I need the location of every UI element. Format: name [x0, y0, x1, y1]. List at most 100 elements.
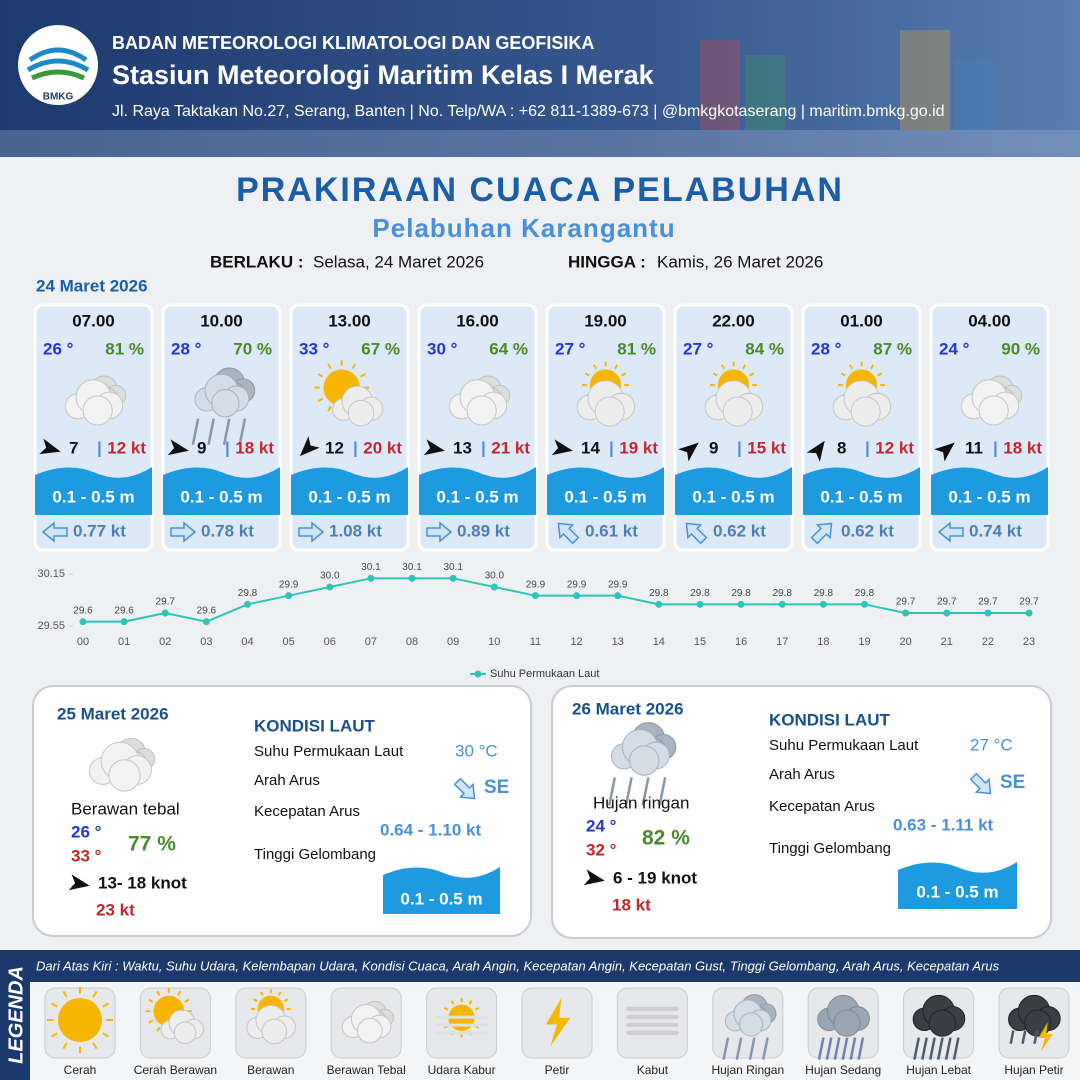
- slot-current: 0.62 kt: [713, 521, 766, 540]
- x-tick-label: 19: [858, 636, 870, 648]
- sun-ray: [450, 1000, 455, 1005]
- sun-ray: [62, 990, 68, 998]
- slot-temp: 27 °: [683, 339, 714, 358]
- sea-wave-height: 0.1 - 0.5 m: [916, 882, 998, 901]
- slot-wave: [931, 467, 1048, 515]
- rain: [1021, 1030, 1027, 1045]
- wind-arrow: [806, 440, 825, 462]
- fog: [626, 1006, 679, 1012]
- slot-current: 0.61 kt: [585, 521, 638, 540]
- x-tick-label: 23: [1023, 636, 1035, 648]
- header-decor: [0, 30, 1080, 157]
- slot-temp: 27 °: [555, 339, 586, 358]
- sun-ray: [102, 1002, 110, 1008]
- slot-humidity: 70 %: [233, 339, 272, 358]
- sea-speed: 0.63 - 1.11 kt: [893, 815, 994, 834]
- legend-item: Udara Kabur: [428, 1063, 496, 1077]
- fog: [626, 1030, 679, 1035]
- lightning: [546, 998, 571, 1047]
- current-arrow: [937, 521, 964, 543]
- cloud-part: [173, 1021, 197, 1045]
- sun-ray: [253, 998, 258, 1002]
- weather-icon: [448, 375, 511, 426]
- slot-humidity: 81 %: [617, 339, 656, 358]
- x-tick-label: 02: [159, 636, 171, 648]
- legend-item: Cerah Berawan: [134, 1063, 217, 1077]
- point: [161, 609, 169, 617]
- slot-wind: 13: [453, 438, 472, 457]
- point: [655, 600, 663, 608]
- slot-temp: 26 °: [43, 339, 74, 358]
- slot-humidity: 67 %: [361, 339, 400, 358]
- fog: [626, 1022, 679, 1028]
- current-arrow: [298, 521, 325, 543]
- weather-icon: [546, 998, 571, 1047]
- data-label: 29.6: [114, 605, 134, 616]
- slot-time: 19.00: [584, 311, 627, 330]
- cloud-part: [82, 395, 113, 426]
- sea-sst: 30 °C: [455, 741, 498, 760]
- sun-ray: [184, 998, 190, 1003]
- haze: [435, 1031, 488, 1035]
- rain: [761, 1037, 769, 1060]
- day-condition: Berawan tebal: [71, 799, 180, 818]
- point: [449, 574, 457, 582]
- cloud-part: [739, 1012, 764, 1037]
- slot-time: 16.00: [456, 311, 499, 330]
- point: [860, 600, 868, 608]
- x-tick-label: 06: [324, 636, 336, 648]
- point: [984, 609, 992, 617]
- slot-humidity: 81 %: [105, 339, 144, 358]
- day-wind: 6 - 19 knot: [613, 868, 697, 887]
- x-tick-label: 18: [817, 636, 829, 648]
- x-tick-label: 10: [488, 636, 500, 648]
- current-arrow: [170, 521, 197, 543]
- x-tick-label: 03: [200, 636, 212, 648]
- x-tick-label: 04: [241, 636, 253, 648]
- slot-wave-height: 0.1 - 0.5 m: [692, 487, 774, 506]
- x-tick-label: 09: [447, 636, 459, 648]
- org-name: BADAN METEOROLOGI KLIMATOLOGI DAN GEOFIS…: [112, 33, 594, 53]
- point: [408, 574, 416, 582]
- sun-ray: [156, 990, 161, 996]
- cloud-part: [466, 395, 497, 426]
- data-label: 29.7: [937, 597, 957, 608]
- weather-icon: [341, 1000, 394, 1044]
- day-temp-max: 33 °: [71, 846, 102, 865]
- sea-direction: SE: [1000, 772, 1025, 793]
- data-label: 29.7: [156, 597, 176, 608]
- weather-icon: [704, 361, 764, 427]
- slot-wave-height: 0.1 - 0.5 m: [820, 487, 902, 506]
- slot-wave-height: 0.1 - 0.5 m: [180, 487, 262, 506]
- current-arrow: [426, 521, 453, 543]
- slot-gust: 19 kt: [619, 438, 658, 457]
- slot-wind: 14: [581, 438, 600, 457]
- rain: [222, 418, 231, 446]
- sun-ray: [592, 364, 598, 370]
- logo-text: BMKG: [43, 92, 74, 103]
- x-tick-label: 08: [406, 636, 418, 648]
- data-label: 30.1: [361, 562, 381, 573]
- slot-separator: |: [481, 438, 486, 457]
- point: [573, 592, 581, 600]
- rain: [191, 418, 200, 446]
- point: [531, 592, 539, 600]
- weather-icon: [145, 988, 205, 1045]
- day-temp-min: 24 °: [586, 816, 617, 835]
- weather-icon: [435, 998, 488, 1038]
- slot-gust: 20 kt: [363, 438, 402, 457]
- slot-wave: [291, 467, 408, 515]
- sun-ray: [317, 397, 324, 403]
- rain: [952, 1037, 960, 1060]
- slot-gust: 12 kt: [875, 438, 914, 457]
- legend-item: Berawan: [247, 1063, 294, 1077]
- sea-label: Suhu Permukaan Laut: [254, 743, 404, 760]
- sun-ray: [840, 372, 846, 377]
- slot-wave: [547, 467, 664, 515]
- slot-temp: 28 °: [171, 339, 202, 358]
- day-temp-max: 32 °: [586, 840, 617, 859]
- wind-arrow: [678, 442, 699, 462]
- day-gust: 23 kt: [96, 900, 135, 919]
- cloud-part: [347, 399, 375, 427]
- slot-gust: 18 kt: [1003, 438, 1042, 457]
